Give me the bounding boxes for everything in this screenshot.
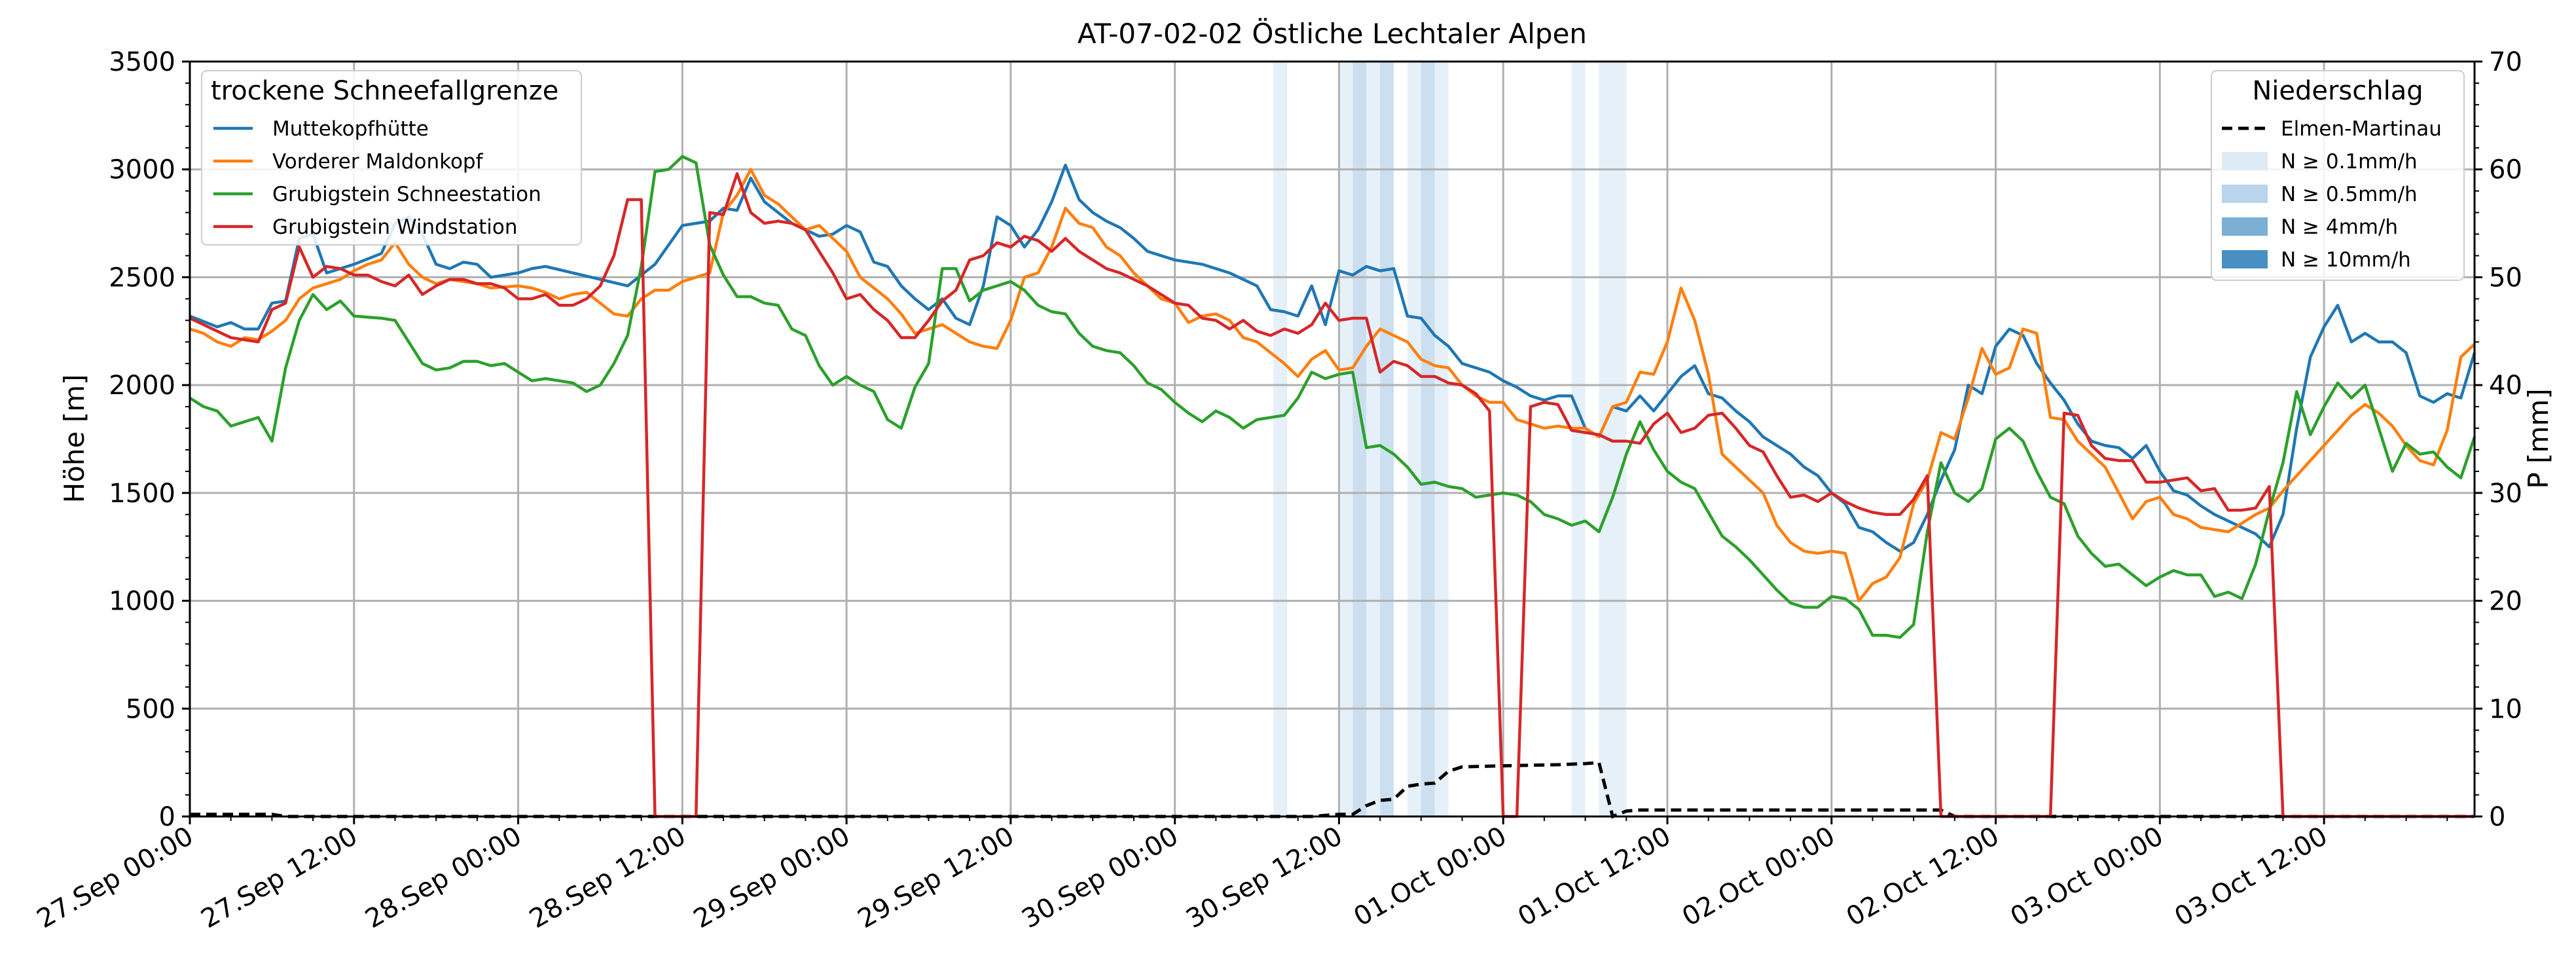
precip-band <box>1612 62 1627 816</box>
series-line-1 <box>189 168 2476 602</box>
precip-band <box>1421 62 1435 816</box>
legend-title: trockene Schneefallgrenze <box>211 76 558 106</box>
x-tick-label: 28.Sep 00:00 <box>360 821 526 934</box>
y-tick-label: 3500 <box>109 47 175 77</box>
y-tick-label: 500 <box>126 694 175 724</box>
y-tick-label: 3000 <box>109 155 175 185</box>
y2-tick-label: 50 <box>2489 263 2522 293</box>
x-tick-label: 01.Oct 12:00 <box>1513 821 1676 932</box>
x-tick-label: 29.Sep 12:00 <box>853 821 1019 934</box>
chart-title: AT-07-02-02 Östliche Lechtaler Alpen <box>1078 17 1587 50</box>
plot-frame <box>189 60 2476 818</box>
legend-swatch <box>2222 185 2268 203</box>
y2-tick-label: 60 <box>2489 155 2522 185</box>
precip-band <box>1407 62 1421 816</box>
legend-label: Elmen-Martinau <box>2281 117 2442 141</box>
x-tick-label: 28.Sep 12:00 <box>524 821 691 934</box>
x-tick-label: 03.Oct 00:00 <box>2006 821 2169 932</box>
y2-tick-label: 10 <box>2489 694 2522 724</box>
y-axis-label: Höhe [m] <box>58 375 90 504</box>
x-tick-label: 27.Sep 12:00 <box>196 821 363 934</box>
precip-band <box>1380 62 1394 816</box>
legend-label: Vorderer Maldonkopf <box>272 150 484 174</box>
series-line-elmen-martinau <box>190 760 2475 819</box>
legend-label: Grubigstein Schneestation <box>272 183 541 206</box>
y2-axis-label: P [mm] <box>2522 388 2554 488</box>
legend-swatch <box>2222 250 2268 268</box>
legend-title: Niederschlag <box>2252 76 2423 106</box>
legend-label: N ≥ 0.1mm/h <box>2281 150 2418 174</box>
legend-box <box>2211 70 2465 281</box>
legend-precipitation: Niederschlag Elmen-Martinau N ≥ 0.1mm/h N ≥… <box>2211 70 2465 281</box>
x-tick-label: 02.Oct 00:00 <box>1677 821 1840 932</box>
x-tick-label: 29.Sep 00:00 <box>689 821 855 934</box>
legend-label: Muttekopfhütte <box>272 117 429 141</box>
y2-tick-label: 70 <box>2489 47 2522 77</box>
legend-label: N ≥ 4mm/h <box>2281 215 2398 239</box>
precip-band <box>1339 62 1353 816</box>
precip-band <box>1571 62 1586 816</box>
x-tick-label: 02.Oct 12:00 <box>1841 821 2005 932</box>
legend-label: N ≥ 10mm/h <box>2281 248 2411 272</box>
legend-label: Grubigstein Windstation <box>272 215 517 239</box>
x-tick-label: 27.Sep 00:00 <box>32 821 198 934</box>
precip-band <box>1352 62 1367 816</box>
precip-band <box>1434 62 1449 816</box>
legend-swatch <box>2222 152 2268 170</box>
legend-box <box>201 70 582 246</box>
y-tick-label: 1500 <box>109 479 175 509</box>
legend-swatch <box>2222 217 2268 236</box>
legend-label: N ≥ 0.5mm/h <box>2281 183 2418 206</box>
precip-band <box>1366 62 1381 816</box>
x-tick-label: 30.Sep 12:00 <box>1181 821 1347 934</box>
x-tick-label: 30.Sep 00:00 <box>1017 821 1183 934</box>
y2-tick-label: 30 <box>2489 479 2522 509</box>
y-tick-label: 2000 <box>109 371 175 401</box>
series-layer <box>189 155 2476 819</box>
precip-band <box>1273 62 1288 816</box>
y2-tick-label: 0 <box>2489 802 2505 832</box>
y-tick-label: 2500 <box>109 263 175 293</box>
y-tick-label: 1000 <box>109 587 175 617</box>
y-tick-label: 0 <box>159 802 175 832</box>
x-tick-label: 03.Oct 12:00 <box>2169 821 2332 932</box>
precip-bands <box>1273 62 1627 816</box>
series-line-0 <box>189 163 2476 553</box>
series-line-3 <box>189 172 2475 818</box>
y2-tick-label: 20 <box>2489 587 2522 617</box>
x-tick-label: 01.Oct 00:00 <box>1349 821 1512 932</box>
series-line-2 <box>189 155 2476 639</box>
legend-series: trockene Schneefallgrenze Muttekopfhütte V… <box>201 70 582 246</box>
y2-tick-label: 40 <box>2489 371 2522 401</box>
